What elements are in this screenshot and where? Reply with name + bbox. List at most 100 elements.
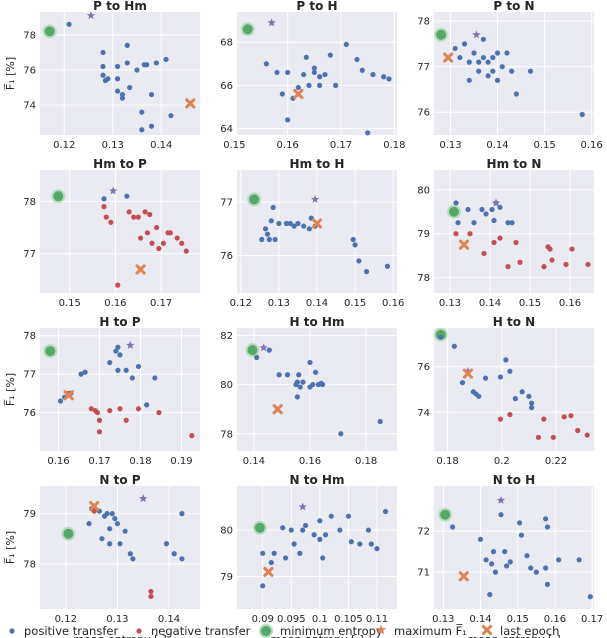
positive-point [288, 527, 294, 533]
positive-point [102, 77, 109, 84]
positive-point [513, 91, 519, 97]
positive-point [499, 64, 505, 70]
positive-point [509, 68, 515, 74]
panel-title: N to P [99, 473, 140, 487]
plot-area [40, 486, 200, 609]
legend-positive-label: positive transfer [24, 624, 118, 638]
x-tick-label: 0.17 [330, 140, 352, 151]
negative-point [563, 261, 569, 268]
panel-title: N to H [493, 473, 535, 487]
positive-point [78, 371, 84, 377]
max-f1-point [491, 198, 501, 207]
positive-point [505, 220, 511, 226]
min-entropy-point [447, 204, 461, 219]
last-epoch-point [293, 88, 304, 100]
positive-point [130, 556, 136, 562]
positive-point [262, 226, 269, 232]
negative-point [167, 230, 173, 236]
x-tick-label: 0.12 [55, 614, 77, 625]
positive-point [287, 220, 293, 227]
positive-point [163, 541, 170, 547]
panel-hm-to-p: 0.15 0.16 0.17 77 78 Hm to P [23, 157, 200, 309]
negative-point [189, 433, 195, 439]
x-tick-label: 0.15 [507, 614, 529, 625]
max-f1-point [267, 18, 276, 27]
last-epoch-point [272, 404, 283, 415]
positive-point [107, 526, 113, 532]
positive-point [363, 269, 370, 275]
negative-point [549, 257, 555, 263]
positive-point [100, 49, 106, 56]
y-tick-label: 82 [220, 331, 233, 342]
positive-point [337, 527, 343, 533]
positive-point [354, 56, 360, 63]
max-f1-point [472, 30, 481, 39]
y-tick-label: 74 [417, 408, 430, 419]
y-tick-label: 76 [417, 362, 430, 373]
positive-point [297, 384, 303, 390]
x-tick-label: 0.18 [436, 456, 458, 467]
legend-last-epoch-marker [481, 624, 493, 636]
positive-point [139, 127, 145, 133]
plot-area [434, 486, 594, 609]
positive-point [328, 513, 334, 519]
negative-point [550, 434, 556, 440]
positive-point [153, 60, 159, 66]
positive-point [497, 204, 503, 210]
positive-point [477, 536, 484, 542]
positive-point [295, 84, 301, 91]
positive-point [494, 77, 501, 83]
last-epoch-point [63, 390, 74, 401]
positive-point [317, 536, 323, 542]
positive-point [152, 375, 158, 381]
positive-point [529, 405, 535, 411]
positive-point [163, 56, 169, 63]
panel-title: N to Hm [290, 473, 345, 487]
plot-area [434, 12, 594, 135]
positive-point [476, 393, 482, 399]
y-tick-label: 79 [23, 509, 36, 520]
x-tick-label: 0.13 [268, 298, 290, 309]
y-tick-label: 71 [417, 568, 430, 579]
negative-point [115, 282, 121, 288]
positive-point [345, 513, 352, 519]
positive-point [576, 557, 582, 563]
positive-point [579, 111, 585, 118]
negative-point [107, 408, 113, 414]
negative-point [497, 235, 503, 241]
negative-point [149, 240, 155, 246]
positive-point [503, 357, 509, 363]
positive-point [266, 236, 272, 243]
panel-title: P to Hm [93, 0, 147, 13]
positive-point [272, 236, 278, 243]
positive-point [359, 67, 365, 73]
x-tick-label: 0.16 [382, 298, 404, 309]
positive-point [476, 68, 482, 74]
positive-point [168, 113, 174, 119]
positive-point [86, 521, 92, 527]
positive-point [274, 69, 280, 76]
x-tick-label: 0.11 [366, 614, 388, 625]
positive-point [82, 369, 88, 375]
positive-point [139, 109, 145, 115]
max-f1-point [496, 495, 506, 504]
positive-point [300, 527, 306, 533]
max-f1-point [139, 494, 148, 503]
positive-point [135, 363, 142, 370]
positive-point [114, 63, 121, 70]
x-tick-label: 0.12 [230, 298, 252, 309]
negative-point [147, 211, 153, 218]
positive-point [489, 206, 495, 213]
negative-point [96, 429, 103, 435]
positive-point [284, 372, 291, 378]
y-tick-label: 78 [23, 559, 36, 570]
x-tick-label: 0.16 [299, 456, 321, 467]
positive-point [490, 54, 496, 61]
positive-point [179, 556, 185, 562]
positive-point [524, 553, 530, 559]
negative-point [491, 239, 497, 246]
negative-point [569, 246, 575, 252]
positive-point [476, 59, 482, 65]
y-tick-label: 72 [417, 527, 430, 538]
legend-min-entropy-label: minimum entropy [280, 624, 383, 638]
